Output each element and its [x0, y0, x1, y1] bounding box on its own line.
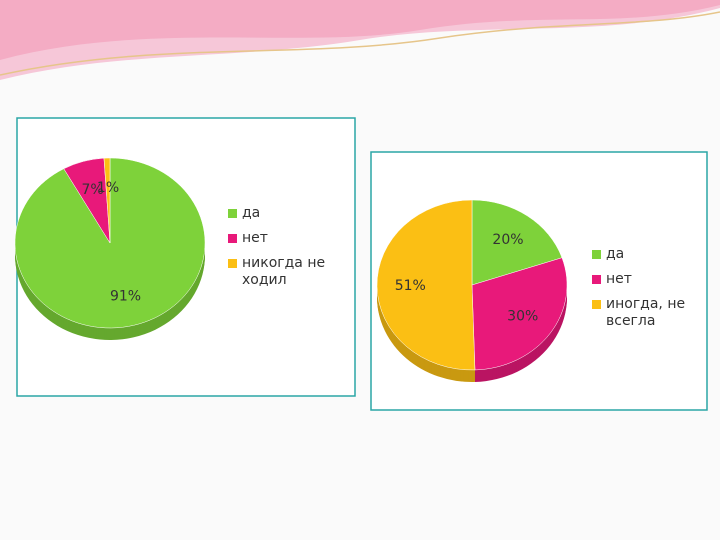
legend-swatch: [592, 300, 601, 309]
header-line: [0, 11, 720, 76]
slice: [103, 157, 111, 244]
legend-item: нет: [228, 230, 348, 247]
data-label: 1%: [97, 180, 119, 196]
data-label: 7%: [81, 182, 103, 198]
legend-swatch: [228, 209, 237, 218]
data-label: 20%: [492, 232, 523, 248]
slice: [376, 199, 476, 371]
header-wave: [0, 0, 720, 60]
legend-item: никогда не ходил: [228, 255, 348, 289]
legend-item: нет: [592, 271, 707, 288]
legend-label: нет: [606, 271, 632, 287]
slice: [471, 199, 563, 286]
legend-label: никогда не ходил: [242, 255, 326, 288]
legend-swatch: [228, 259, 237, 268]
legend-swatch: [592, 275, 601, 284]
legend-label: нет: [242, 230, 268, 246]
data-label: 51%: [395, 278, 426, 294]
legend-label: да: [606, 246, 625, 262]
slice: [471, 257, 568, 371]
data-label: 91%: [110, 288, 141, 304]
legend-swatch: [592, 250, 601, 259]
legend-item: иногда, не всегла: [592, 296, 707, 330]
legend-swatch: [228, 234, 237, 243]
legend-label: да: [242, 205, 261, 221]
legend-label: иногда, не всегла: [606, 296, 686, 329]
legend-item: да: [228, 205, 348, 222]
legend-item: да: [592, 246, 707, 263]
data-label: 30%: [507, 308, 538, 324]
